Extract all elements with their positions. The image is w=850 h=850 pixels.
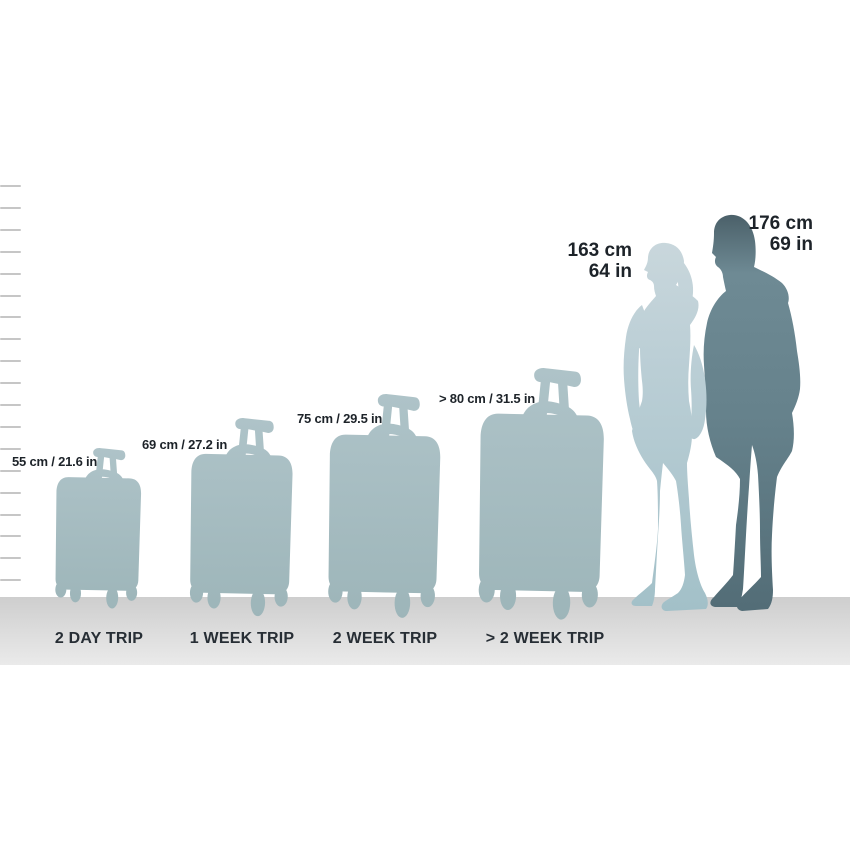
woman-height-in: 64 in (588, 261, 632, 282)
ruler-tick (0, 228, 21, 231)
trip-label-2week: 2 WEEK TRIP (332, 630, 438, 647)
trip-label-1week: 1 WEEK TRIP (189, 630, 295, 647)
man-body (703, 214, 801, 611)
size-label-1week: 69 cm / 27.2 in (142, 437, 228, 452)
woman-back-arm (689, 345, 707, 440)
woman-arm (623, 305, 646, 443)
ruler-tick (0, 404, 21, 406)
ruler-tick (0, 338, 21, 341)
man-silhouette (703, 214, 801, 611)
ruler-tick (0, 294, 21, 297)
woman-silhouette (623, 242, 708, 611)
ruler-tick (0, 272, 21, 275)
ruler-tick (0, 535, 21, 538)
trip-label-2day: 2 DAY TRIP (54, 630, 144, 647)
ruler-tick (0, 469, 21, 472)
ruler-tick (0, 513, 21, 516)
ruler (0, 185, 22, 627)
woman-height-label: 163 cm 64 in (568, 240, 632, 282)
ruler-tick (0, 425, 21, 428)
size-label-2week: 75 cm / 29.5 in (297, 411, 383, 426)
ruler-tick (0, 360, 21, 363)
floor (0, 597, 850, 665)
ruler-tick (0, 557, 21, 560)
ruler-tick (0, 185, 21, 187)
suitcase-2day (54, 447, 143, 610)
ruler-tick (0, 382, 21, 385)
ruler-tick (0, 206, 21, 209)
ruler-tick (0, 316, 21, 319)
man-height-cm: 176 cm (748, 213, 813, 234)
ruler-tick (0, 579, 21, 582)
ruler-tick (0, 491, 21, 494)
size-label-2weekplus: > 80 cm / 31.5 in (439, 391, 535, 406)
woman-height-cm: 163 cm (567, 240, 632, 261)
suitcase-2week (326, 392, 442, 619)
man-height-in: 69 in (769, 234, 813, 255)
size-label-2day: 55 cm / 21.6 in (12, 454, 98, 469)
woman-body (631, 242, 708, 611)
ruler-tick (0, 447, 21, 450)
ruler-tick (0, 250, 21, 253)
trip-label-2weekplus: > 2 WEEK TRIP (485, 630, 605, 647)
man-height-label: 176 cm 69 in (749, 213, 813, 255)
woman-ponytail (675, 257, 694, 312)
